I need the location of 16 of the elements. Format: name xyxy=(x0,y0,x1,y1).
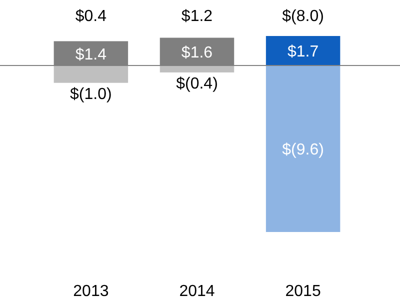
x-tick-label: 2014 xyxy=(179,283,215,300)
bar xyxy=(266,65,340,232)
total-label: $(8.0) xyxy=(282,8,324,25)
data-label: $1.4 xyxy=(75,46,107,64)
data-label: $1.7 xyxy=(287,44,319,61)
x-tick-label: 2015 xyxy=(285,283,321,300)
x-tick-label: 2013 xyxy=(73,283,109,300)
total-label: $1.2 xyxy=(181,8,213,25)
bar xyxy=(54,65,128,83)
data-label: $(9.6) xyxy=(282,142,324,159)
total-label: $0.4 xyxy=(75,8,107,25)
data-label: $(0.4) xyxy=(176,75,218,92)
bar xyxy=(266,36,340,66)
data-label: $(1.0) xyxy=(70,86,112,103)
bar xyxy=(160,65,234,72)
data-label: $1.6 xyxy=(181,44,213,62)
